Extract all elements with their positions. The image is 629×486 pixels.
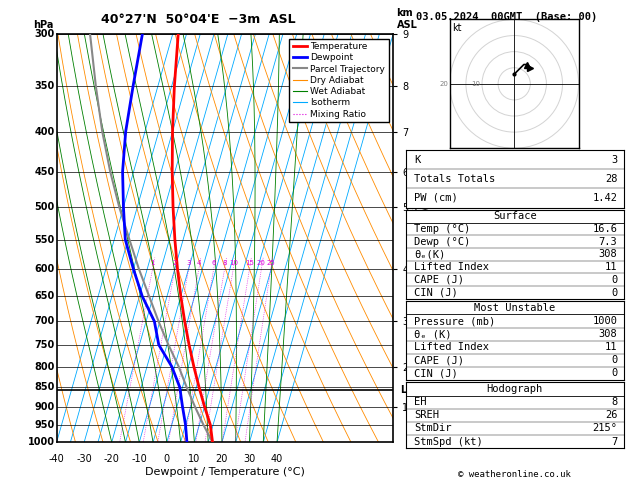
Text: 10: 10 — [229, 260, 238, 266]
Text: 0: 0 — [164, 454, 170, 464]
Text: 700: 700 — [35, 316, 55, 326]
Text: 800: 800 — [35, 362, 55, 372]
Text: 40°27'N  50°04'E  −3m  ASL: 40°27'N 50°04'E −3m ASL — [101, 13, 295, 26]
Text: 900: 900 — [35, 401, 55, 412]
Y-axis label: Mixing Ratio (g/kg): Mixing Ratio (g/kg) — [423, 192, 433, 284]
Text: 350: 350 — [35, 81, 55, 91]
Text: -10: -10 — [131, 454, 147, 464]
Text: 6: 6 — [211, 260, 216, 266]
Text: Pressure (mb): Pressure (mb) — [415, 316, 496, 326]
Text: 650: 650 — [35, 291, 55, 301]
Text: CIN (J): CIN (J) — [415, 368, 458, 379]
Text: 1000: 1000 — [593, 316, 618, 326]
Text: 1000: 1000 — [28, 437, 55, 447]
Text: 40: 40 — [271, 454, 283, 464]
Text: StmSpd (kt): StmSpd (kt) — [415, 436, 483, 447]
Text: -30: -30 — [76, 454, 92, 464]
Text: 850: 850 — [35, 382, 55, 392]
Text: θₑ(K): θₑ(K) — [415, 249, 446, 260]
Text: 4: 4 — [197, 260, 201, 266]
Text: km
ASL: km ASL — [396, 8, 418, 30]
Text: 0: 0 — [611, 288, 618, 297]
Text: 8: 8 — [222, 260, 227, 266]
Text: EH: EH — [415, 397, 427, 407]
Text: 03.05.2024  00GMT  (Base: 00): 03.05.2024 00GMT (Base: 00) — [416, 12, 597, 22]
Text: 10: 10 — [471, 81, 481, 87]
Text: Dewp (°C): Dewp (°C) — [415, 237, 470, 247]
Text: 20: 20 — [439, 81, 448, 87]
Text: 0: 0 — [611, 275, 618, 285]
Text: 20: 20 — [216, 454, 228, 464]
Text: 7.3: 7.3 — [599, 237, 618, 247]
Text: 25: 25 — [267, 260, 276, 266]
Text: 0: 0 — [611, 368, 618, 379]
Text: Lifted Index: Lifted Index — [415, 262, 489, 272]
Text: 11: 11 — [605, 262, 618, 272]
Text: 215°: 215° — [593, 423, 618, 434]
Text: 550: 550 — [35, 235, 55, 244]
Text: CAPE (J): CAPE (J) — [415, 275, 464, 285]
Text: 308: 308 — [599, 329, 618, 339]
Text: 20: 20 — [257, 260, 266, 266]
Text: Surface: Surface — [493, 211, 537, 221]
Text: 16.6: 16.6 — [593, 224, 618, 234]
Text: -20: -20 — [104, 454, 120, 464]
Text: © weatheronline.co.uk: © weatheronline.co.uk — [458, 469, 571, 479]
Text: 8: 8 — [611, 397, 618, 407]
Text: 3: 3 — [186, 260, 191, 266]
Text: Hodograph: Hodograph — [487, 384, 543, 394]
Text: Most Unstable: Most Unstable — [474, 303, 555, 313]
Text: 10: 10 — [188, 454, 201, 464]
Text: K: K — [415, 155, 421, 165]
Text: 950: 950 — [35, 420, 55, 430]
Legend: Temperature, Dewpoint, Parcel Trajectory, Dry Adiabat, Wet Adiabat, Isotherm, Mi: Temperature, Dewpoint, Parcel Trajectory… — [289, 38, 389, 122]
Text: 3: 3 — [611, 155, 618, 165]
Text: Temp (°C): Temp (°C) — [415, 224, 470, 234]
Text: 600: 600 — [35, 264, 55, 274]
Text: 300: 300 — [35, 29, 55, 39]
Text: PW (cm): PW (cm) — [415, 193, 458, 203]
Text: hPa: hPa — [33, 20, 53, 30]
Text: SREH: SREH — [415, 410, 440, 420]
Text: 7: 7 — [611, 436, 618, 447]
Text: kt: kt — [452, 23, 462, 34]
Text: 400: 400 — [35, 126, 55, 137]
Text: 11: 11 — [605, 342, 618, 352]
Text: 15: 15 — [245, 260, 254, 266]
Text: 308: 308 — [599, 249, 618, 260]
Text: 1.42: 1.42 — [593, 193, 618, 203]
Text: Lifted Index: Lifted Index — [415, 342, 489, 352]
Text: θₑ (K): θₑ (K) — [415, 329, 452, 339]
Text: 28: 28 — [605, 174, 618, 184]
Text: CAPE (J): CAPE (J) — [415, 355, 464, 365]
Text: CIN (J): CIN (J) — [415, 288, 458, 297]
Text: StmDir: StmDir — [415, 423, 452, 434]
Text: 750: 750 — [35, 340, 55, 350]
Text: 2: 2 — [173, 260, 177, 266]
Text: 26: 26 — [605, 410, 618, 420]
Text: 1: 1 — [150, 260, 155, 266]
Text: 0: 0 — [611, 355, 618, 365]
Text: -40: -40 — [48, 454, 65, 464]
Text: 450: 450 — [35, 167, 55, 176]
Text: Totals Totals: Totals Totals — [415, 174, 496, 184]
Text: Dewpoint / Temperature (°C): Dewpoint / Temperature (°C) — [145, 467, 305, 477]
Text: LCL: LCL — [400, 385, 420, 395]
Text: 500: 500 — [35, 202, 55, 212]
Text: 30: 30 — [243, 454, 255, 464]
